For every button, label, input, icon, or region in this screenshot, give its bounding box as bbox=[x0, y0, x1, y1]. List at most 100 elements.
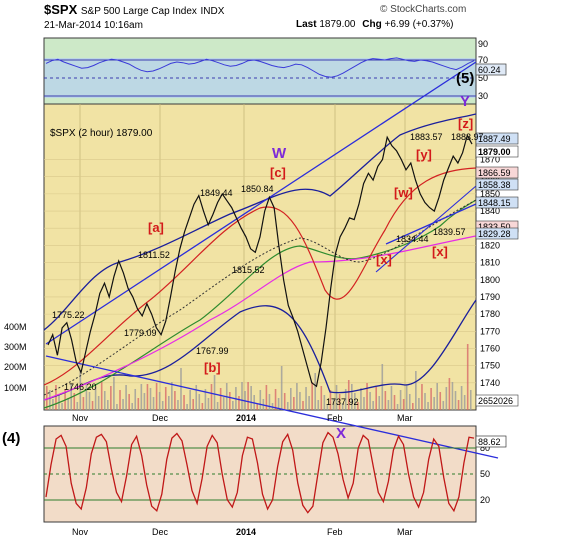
volume-bar bbox=[387, 400, 390, 410]
volume-bar bbox=[198, 394, 201, 410]
volume-bar bbox=[268, 394, 271, 410]
ma-green bbox=[43, 199, 477, 409]
volume-bar bbox=[314, 373, 316, 410]
x-tick-label: Nov bbox=[72, 413, 89, 423]
volume-bar bbox=[149, 388, 152, 410]
right-value-label: 1833.50 bbox=[478, 222, 511, 232]
x-tick-label-lower: Mar bbox=[397, 527, 413, 537]
volume-bar bbox=[384, 391, 387, 410]
volume-bar bbox=[192, 399, 194, 410]
volume-bar bbox=[296, 383, 298, 410]
volume-bar bbox=[451, 382, 454, 410]
volume-bar bbox=[155, 383, 158, 410]
right-value-box bbox=[475, 132, 519, 145]
volume-bar bbox=[238, 396, 240, 410]
price-tick-label: 1740 bbox=[480, 378, 500, 388]
volume-bar bbox=[326, 404, 329, 410]
volume-bar bbox=[378, 396, 381, 410]
volume-bar bbox=[250, 386, 252, 410]
x-tick-label: Mar bbox=[397, 413, 413, 423]
lower-indicator-line bbox=[45, 431, 475, 514]
price-label: 1737.92 bbox=[326, 397, 359, 407]
volume-bar bbox=[439, 392, 442, 410]
volume-bar bbox=[418, 398, 420, 410]
price-label: 1883.97 bbox=[451, 132, 484, 142]
volume-bar bbox=[213, 375, 216, 410]
x-tick-label-lower: Nov bbox=[72, 527, 89, 537]
volume-bar bbox=[347, 380, 350, 410]
wave-label: [z] bbox=[458, 116, 473, 131]
volume-tick-label: 200M bbox=[4, 362, 27, 372]
volume-bar bbox=[283, 393, 286, 410]
volume-bar bbox=[164, 387, 167, 410]
volume-bar bbox=[256, 404, 259, 410]
volume-bar bbox=[393, 395, 396, 410]
volume-bar bbox=[204, 389, 207, 410]
ma-red bbox=[43, 167, 477, 386]
volume-bar bbox=[299, 392, 301, 410]
volume-bar bbox=[323, 395, 326, 410]
upper-tick-label: 50 bbox=[478, 73, 488, 83]
volume-bar bbox=[79, 370, 82, 410]
volume-bar bbox=[55, 385, 57, 410]
volume-bar bbox=[396, 404, 399, 410]
volume-bar bbox=[110, 386, 112, 410]
volume-bar bbox=[442, 401, 445, 410]
volume-bar bbox=[293, 397, 295, 410]
x-axis-labels-lower: Nov Dec 2014 Feb Mar bbox=[72, 527, 413, 537]
symbol: $SPX bbox=[44, 2, 78, 17]
volume-bar bbox=[152, 397, 155, 410]
volume-bar bbox=[424, 393, 426, 410]
volume-bar bbox=[241, 382, 243, 410]
volume-bar bbox=[402, 399, 405, 410]
x-axis-labels: Nov Dec 2014 Feb Mar bbox=[72, 413, 413, 423]
volume-bar bbox=[97, 396, 100, 410]
right-value-label: 1829.28 bbox=[478, 229, 511, 239]
right-value-label: 1887.49 bbox=[478, 134, 511, 144]
volume-bar bbox=[460, 386, 463, 410]
price-panel-title: $SPX (2 hour) 1879.00 bbox=[50, 128, 153, 139]
volume-bar bbox=[280, 366, 283, 410]
volume-bar bbox=[305, 387, 307, 410]
volume-bar bbox=[168, 396, 170, 410]
volume-bar bbox=[158, 392, 161, 410]
upper-indicator-line bbox=[45, 57, 475, 78]
chg-value: +6.99 (+0.37%) bbox=[384, 19, 454, 30]
price-label: 1850.84 bbox=[241, 184, 274, 194]
price-panel-bg bbox=[44, 104, 476, 410]
price-tick-label: 1770 bbox=[480, 326, 500, 336]
price-tick-label: 1780 bbox=[480, 309, 500, 319]
wave-label: X bbox=[336, 425, 346, 442]
volume-bar bbox=[427, 402, 429, 410]
volume-tick-label: 400M bbox=[4, 322, 27, 332]
wave-label: (4) bbox=[2, 430, 20, 447]
price-label: 1839.57 bbox=[433, 227, 466, 237]
volume-tick-label: 300M bbox=[4, 342, 27, 352]
price-tick-label: 1800 bbox=[480, 275, 500, 285]
price-label: 1883.57 bbox=[410, 132, 443, 142]
volume-bar bbox=[125, 385, 127, 410]
right-value-box bbox=[475, 227, 519, 240]
volume-bar bbox=[302, 401, 304, 410]
volume-bar bbox=[354, 393, 356, 410]
trendline-lower bbox=[45, 355, 499, 459]
volume-bar bbox=[372, 401, 374, 410]
volume-bar bbox=[67, 398, 69, 410]
price-axis-labels: 1870186018501840183018201810180017901780… bbox=[480, 155, 500, 388]
volume-bar bbox=[357, 402, 359, 410]
volume-bar bbox=[113, 377, 115, 410]
lower-envelope bbox=[43, 299, 477, 401]
volume-bar bbox=[247, 382, 249, 410]
volume-bar bbox=[161, 401, 164, 410]
volume-bar bbox=[369, 392, 371, 410]
price-label: 1775.22 bbox=[52, 310, 85, 320]
watermark: © StockCharts.com bbox=[380, 4, 467, 15]
price-label: 1811.52 bbox=[138, 250, 170, 260]
wave-label: [x] bbox=[432, 244, 448, 259]
volume-bar bbox=[49, 390, 51, 410]
volume-bar bbox=[448, 378, 451, 410]
volume-tick-label: 100M bbox=[4, 383, 27, 393]
upper-axis-labels: 90 70 50 30 bbox=[478, 39, 488, 101]
